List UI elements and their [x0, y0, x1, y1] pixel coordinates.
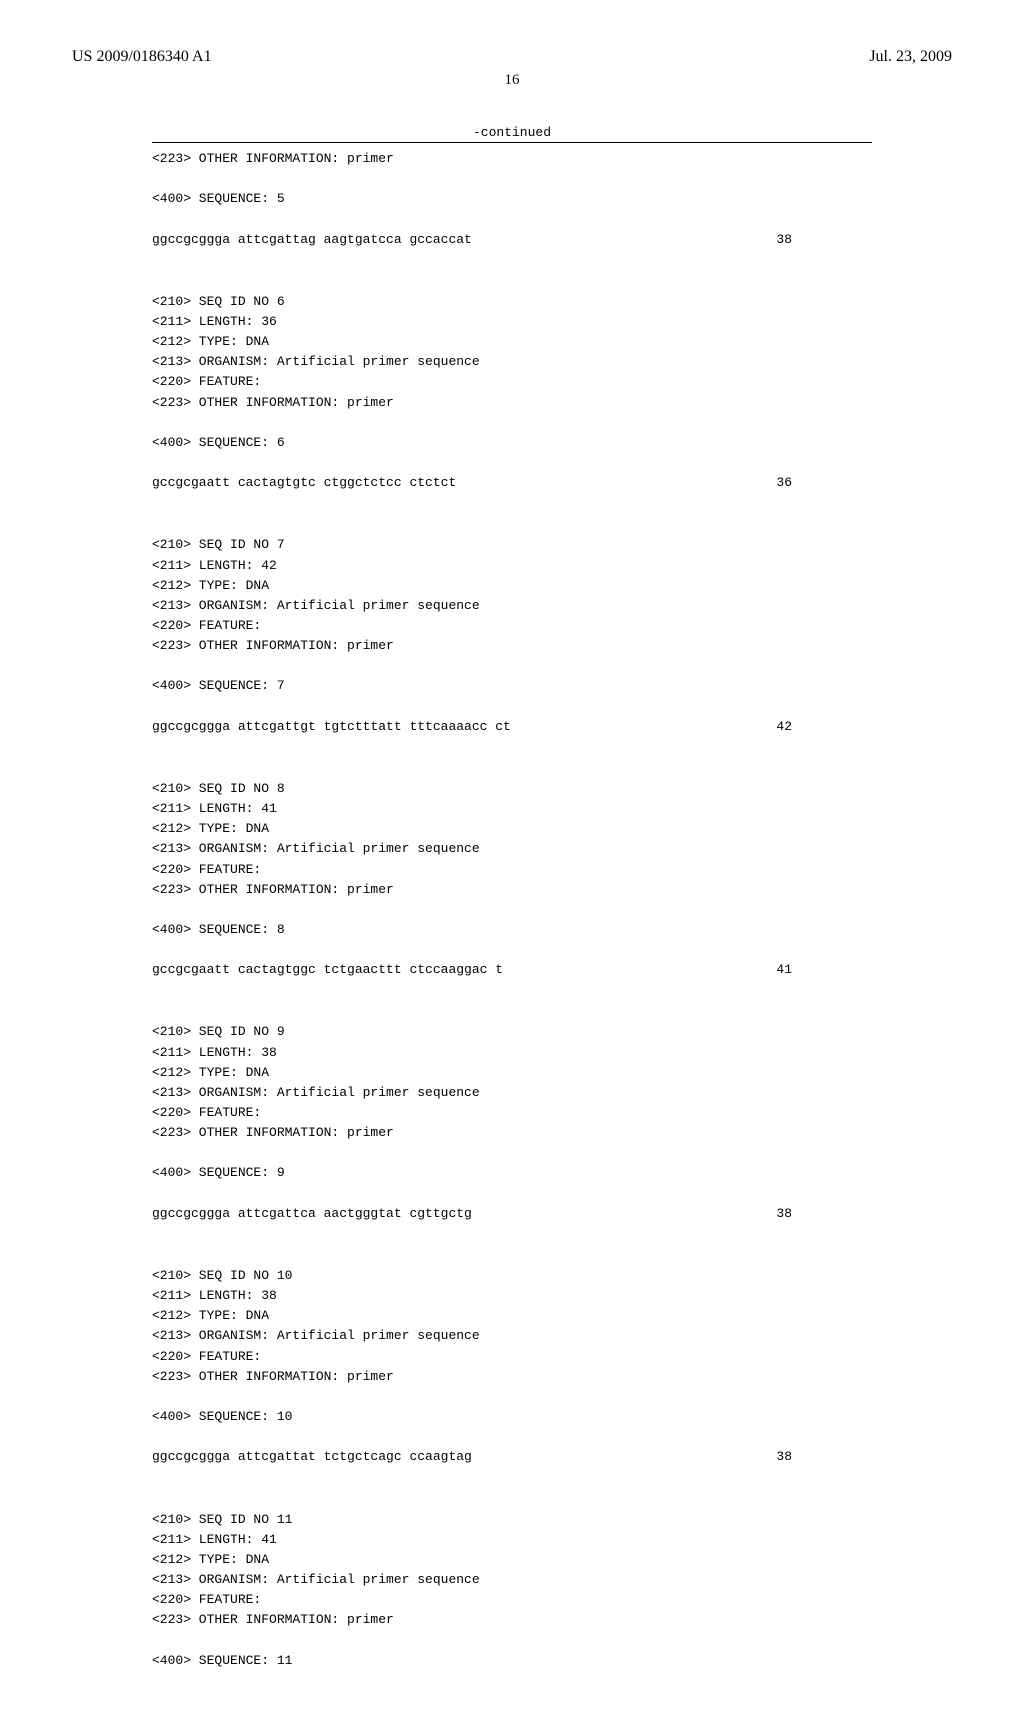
sequence-meta-line: <223> OTHER INFORMATION: primer [152, 149, 872, 169]
sequence-meta-line: <212> TYPE: DNA [152, 1306, 872, 1326]
sequence-meta-line [152, 413, 872, 433]
sequence-meta-line: <211> LENGTH: 38 [152, 1286, 872, 1306]
sequence-length: 38 [732, 230, 792, 250]
sequence-meta-line: <220> FEATURE: [152, 616, 872, 636]
sequence-meta-line: <223> OTHER INFORMATION: primer [152, 393, 872, 413]
sequence-meta-line: <210> SEQ ID NO 8 [152, 779, 872, 799]
sequence-block: <210> SEQ ID NO 6<211> LENGTH: 36<212> T… [152, 292, 872, 493]
sequence-text: ggccgcggga attcgattca aactgggtat cgttgct… [152, 1204, 732, 1224]
sequence-length: 38 [732, 1447, 792, 1467]
sequence-length: 41 [732, 960, 792, 980]
horizontal-rule [152, 142, 872, 143]
sequence-meta-line: <400> SEQUENCE: 7 [152, 676, 872, 696]
sequence-block: <223> OTHER INFORMATION: primer <400> SE… [152, 149, 872, 250]
sequence-text: gccgcgaatt cactagtggc tctgaacttt ctccaag… [152, 960, 732, 980]
sequence-length: 42 [732, 717, 792, 737]
sequence-line: ggccgcggga attcgattat tctgctcagc ccaagta… [152, 1447, 872, 1467]
blank-line [152, 209, 872, 229]
sequence-length: 36 [732, 473, 792, 493]
sequence-meta-line: <211> LENGTH: 42 [152, 556, 872, 576]
sequence-line: gccgcgaatt cactagtgtc ctggctctcc ctctct3… [152, 473, 872, 493]
page-header: US 2009/0186340 A1 Jul. 23, 2009 [72, 48, 952, 66]
block-spacer [152, 272, 872, 292]
sequence-block: <210> SEQ ID NO 9<211> LENGTH: 38<212> T… [152, 1022, 872, 1223]
sequence-meta-line [152, 1143, 872, 1163]
sequence-meta-line: <211> LENGTH: 41 [152, 1530, 872, 1550]
sequence-meta-line: <210> SEQ ID NO 6 [152, 292, 872, 312]
sequence-block: <210> SEQ ID NO 8<211> LENGTH: 41<212> T… [152, 779, 872, 980]
sequence-meta-line: <210> SEQ ID NO 7 [152, 535, 872, 555]
blank-line [152, 940, 872, 960]
continued-label: -continued [72, 125, 952, 140]
sequence-text: ggccgcggga attcgattat tctgctcagc ccaagta… [152, 1447, 732, 1467]
sequence-meta-line: <400> SEQUENCE: 9 [152, 1163, 872, 1183]
sequence-meta-line: <212> TYPE: DNA [152, 576, 872, 596]
sequence-meta-line: <220> FEATURE: [152, 1590, 872, 1610]
sequence-meta-line: <213> ORGANISM: Artificial primer sequen… [152, 596, 872, 616]
block-spacer [152, 759, 872, 779]
sequence-text: ggccgcggga attcgattgt tgtctttatt tttcaaa… [152, 717, 732, 737]
sequence-meta-line [152, 656, 872, 676]
page-container: US 2009/0186340 A1 Jul. 23, 2009 16 -con… [0, 0, 1024, 1733]
sequence-line: ggccgcggga attcgattca aactgggtat cgttgct… [152, 1204, 872, 1224]
sequence-meta-line: <400> SEQUENCE: 11 [152, 1651, 872, 1671]
sequence-meta-line: <210> SEQ ID NO 9 [152, 1022, 872, 1042]
block-spacer [152, 1002, 872, 1022]
block-spacer [152, 1489, 872, 1509]
sequence-block: <210> SEQ ID NO 7<211> LENGTH: 42<212> T… [152, 535, 872, 736]
sequence-meta-line [152, 900, 872, 920]
blank-line [152, 1184, 872, 1204]
sequence-meta-line [152, 169, 872, 189]
sequence-meta-line: <210> SEQ ID NO 10 [152, 1266, 872, 1286]
page-number: 16 [72, 72, 952, 89]
sequence-meta-line: <213> ORGANISM: Artificial primer sequen… [152, 1083, 872, 1103]
blank-line [152, 453, 872, 473]
sequence-meta-line: <223> OTHER INFORMATION: primer [152, 636, 872, 656]
block-spacer [152, 1246, 872, 1266]
sequence-meta-line: <400> SEQUENCE: 6 [152, 433, 872, 453]
sequence-meta-line: <211> LENGTH: 36 [152, 312, 872, 332]
blank-line [152, 1427, 872, 1447]
sequence-meta-line: <220> FEATURE: [152, 860, 872, 880]
sequence-meta-line: <213> ORGANISM: Artificial primer sequen… [152, 839, 872, 859]
sequence-line: gccgcgaatt cactagtggc tctgaacttt ctccaag… [152, 960, 872, 980]
sequence-meta-line: <400> SEQUENCE: 5 [152, 189, 872, 209]
sequence-meta-line: <220> FEATURE: [152, 1347, 872, 1367]
sequence-meta-line: <212> TYPE: DNA [152, 1550, 872, 1570]
sequence-text: gccgcgaatt cactagtgtc ctggctctcc ctctct [152, 473, 732, 493]
sequence-listing: <223> OTHER INFORMATION: primer <400> SE… [152, 149, 872, 1671]
sequence-meta-line: <212> TYPE: DNA [152, 1063, 872, 1083]
sequence-meta-line: <223> OTHER INFORMATION: primer [152, 1610, 872, 1630]
sequence-text: ggccgcggga attcgattag aagtgatcca gccacca… [152, 230, 732, 250]
sequence-block: <210> SEQ ID NO 11<211> LENGTH: 41<212> … [152, 1510, 872, 1671]
sequence-meta-line: <210> SEQ ID NO 11 [152, 1510, 872, 1530]
document-id: US 2009/0186340 A1 [72, 48, 212, 66]
sequence-length: 38 [732, 1204, 792, 1224]
sequence-meta-line: <220> FEATURE: [152, 372, 872, 392]
blank-line [152, 697, 872, 717]
sequence-meta-line: <212> TYPE: DNA [152, 332, 872, 352]
sequence-meta-line: <211> LENGTH: 38 [152, 1043, 872, 1063]
block-spacer [152, 515, 872, 535]
sequence-meta-line: <223> OTHER INFORMATION: primer [152, 1123, 872, 1143]
sequence-meta-line: <213> ORGANISM: Artificial primer sequen… [152, 1326, 872, 1346]
sequence-line: ggccgcggga attcgattgt tgtctttatt tttcaaa… [152, 717, 872, 737]
document-date: Jul. 23, 2009 [869, 48, 952, 66]
sequence-meta-line: <223> OTHER INFORMATION: primer [152, 880, 872, 900]
sequence-meta-line: <212> TYPE: DNA [152, 819, 872, 839]
sequence-block: <210> SEQ ID NO 10<211> LENGTH: 38<212> … [152, 1266, 872, 1467]
sequence-line: ggccgcggga attcgattag aagtgatcca gccacca… [152, 230, 872, 250]
sequence-meta-line: <213> ORGANISM: Artificial primer sequen… [152, 352, 872, 372]
sequence-meta-line: <223> OTHER INFORMATION: primer [152, 1367, 872, 1387]
sequence-meta-line [152, 1387, 872, 1407]
sequence-meta-line [152, 1630, 872, 1650]
sequence-meta-line: <400> SEQUENCE: 8 [152, 920, 872, 940]
sequence-meta-line: <213> ORGANISM: Artificial primer sequen… [152, 1570, 872, 1590]
sequence-meta-line: <400> SEQUENCE: 10 [152, 1407, 872, 1427]
sequence-meta-line: <211> LENGTH: 41 [152, 799, 872, 819]
sequence-meta-line: <220> FEATURE: [152, 1103, 872, 1123]
